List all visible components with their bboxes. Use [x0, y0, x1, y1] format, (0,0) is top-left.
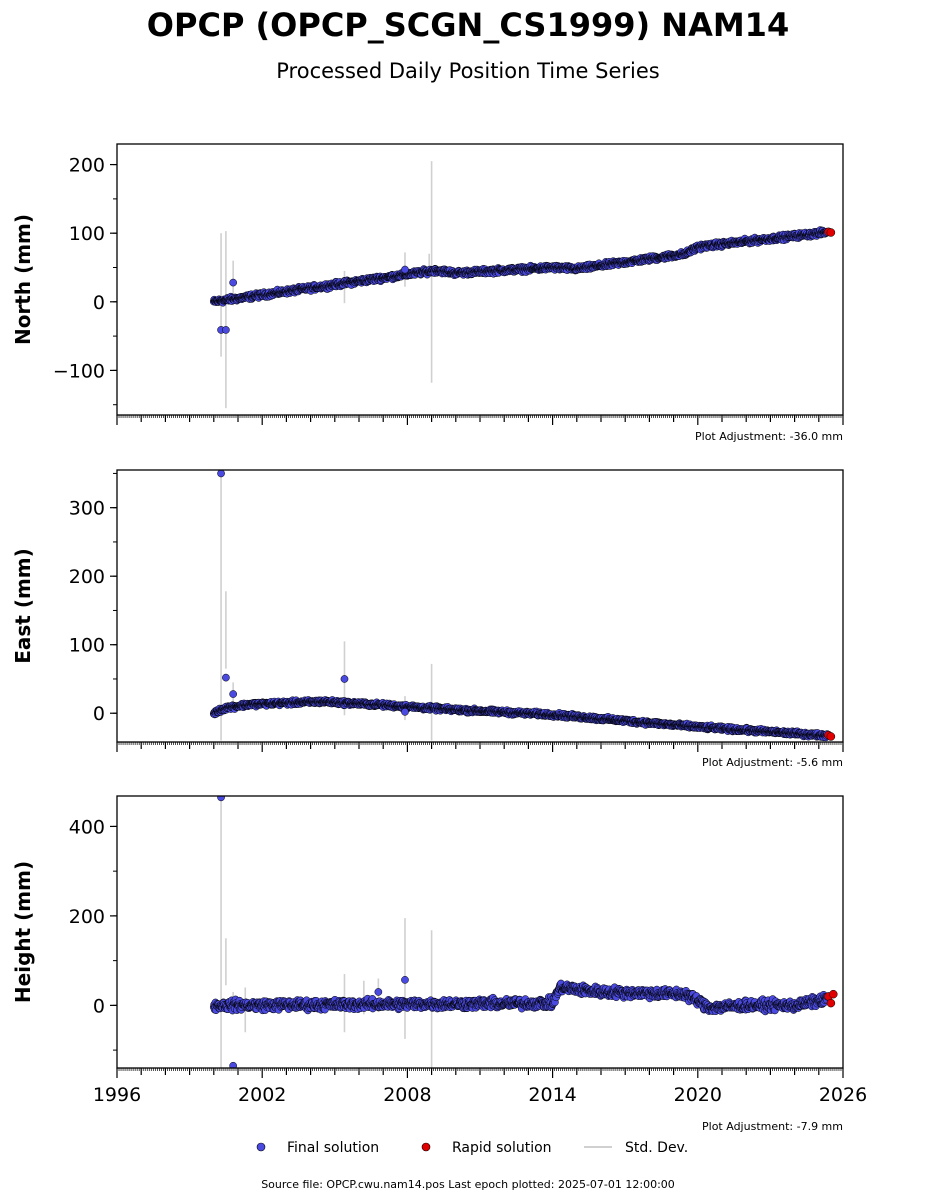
- east-outlier-point: [401, 708, 409, 716]
- north-outlier-point: [222, 326, 230, 334]
- figure-subtitle: Processed Daily Position Time Series: [276, 59, 660, 83]
- east-y-tick-label: 300: [69, 498, 105, 520]
- east-outlier-point: [217, 470, 225, 478]
- north-y-axis-label: North (mm): [11, 214, 35, 345]
- north-y-tick-label: 200: [69, 155, 105, 177]
- east-plot-area: [209, 470, 836, 742]
- east-rapid-point: [826, 732, 836, 741]
- east-y-tick-label: 200: [69, 566, 105, 588]
- north-outlier-point: [229, 278, 238, 287]
- east-outlier-point: [229, 690, 238, 698]
- figure-title: OPCP (OPCP_SCGN_CS1999) NAM14: [147, 6, 789, 44]
- north-plot-area: [209, 161, 836, 409]
- east-y-axis-label: East (mm): [11, 548, 35, 664]
- north-y-tick-label: 100: [69, 223, 105, 245]
- north-final-points: [209, 226, 831, 334]
- north-y-tick-label: 0: [93, 292, 105, 314]
- north-rapid-point: [826, 228, 836, 237]
- east-y-tick-label: 100: [69, 635, 105, 657]
- height-final-points: [209, 796, 831, 1068]
- east-y-tick-label: 0: [93, 703, 105, 725]
- height-plot-area: [209, 796, 838, 1068]
- north-panel: −100 0 100 200 North (mm): [11, 143, 844, 425]
- east-final-points: [209, 470, 831, 742]
- north-outlier-point: [401, 265, 409, 274]
- east-outlier-point: [222, 673, 230, 682]
- east-panel: 0 100 200 300 East (mm): [11, 469, 844, 752]
- north-y-tick-label: −100: [53, 360, 105, 382]
- east-outlier-point: [340, 675, 349, 683]
